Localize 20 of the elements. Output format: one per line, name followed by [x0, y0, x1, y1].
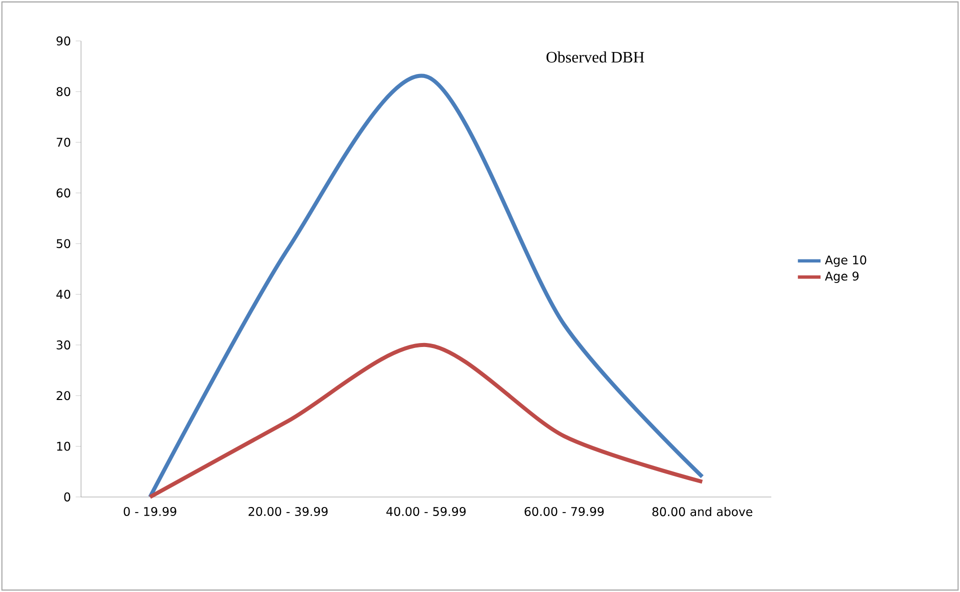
y-tick-label: 90 — [56, 36, 70, 46]
y-tick-label: 0 — [64, 492, 70, 502]
y-tick-label: 20 — [56, 391, 70, 400]
text: Observed DBH — [546, 51, 644, 63]
y-tick-label: 30 — [56, 340, 70, 350]
legend-label: Age 10 — [824, 255, 866, 267]
y-tick-label: 10 — [57, 442, 70, 451]
y-tick-label: 50 — [56, 239, 70, 248]
y-tick-label: 70 — [56, 138, 70, 147]
line-series — [148, 74, 704, 499]
y-tick-label: 80 — [56, 87, 70, 96]
y-tick-label: 60 — [56, 188, 70, 198]
x-tick-label: 0 - 19.99 — [124, 506, 176, 516]
y-tick-label: 40 — [56, 290, 70, 299]
legend-label: Age 9 — [824, 272, 859, 283]
x-tick-label: 20.00 - 39.99 — [248, 506, 328, 516]
x-tick-label: 80.00 and above — [652, 506, 752, 516]
line-series — [148, 342, 704, 499]
x-tick-label: 60.00 - 79.99 — [524, 506, 604, 516]
x-tick-label: 40.00 - 59.99 — [386, 506, 466, 516]
